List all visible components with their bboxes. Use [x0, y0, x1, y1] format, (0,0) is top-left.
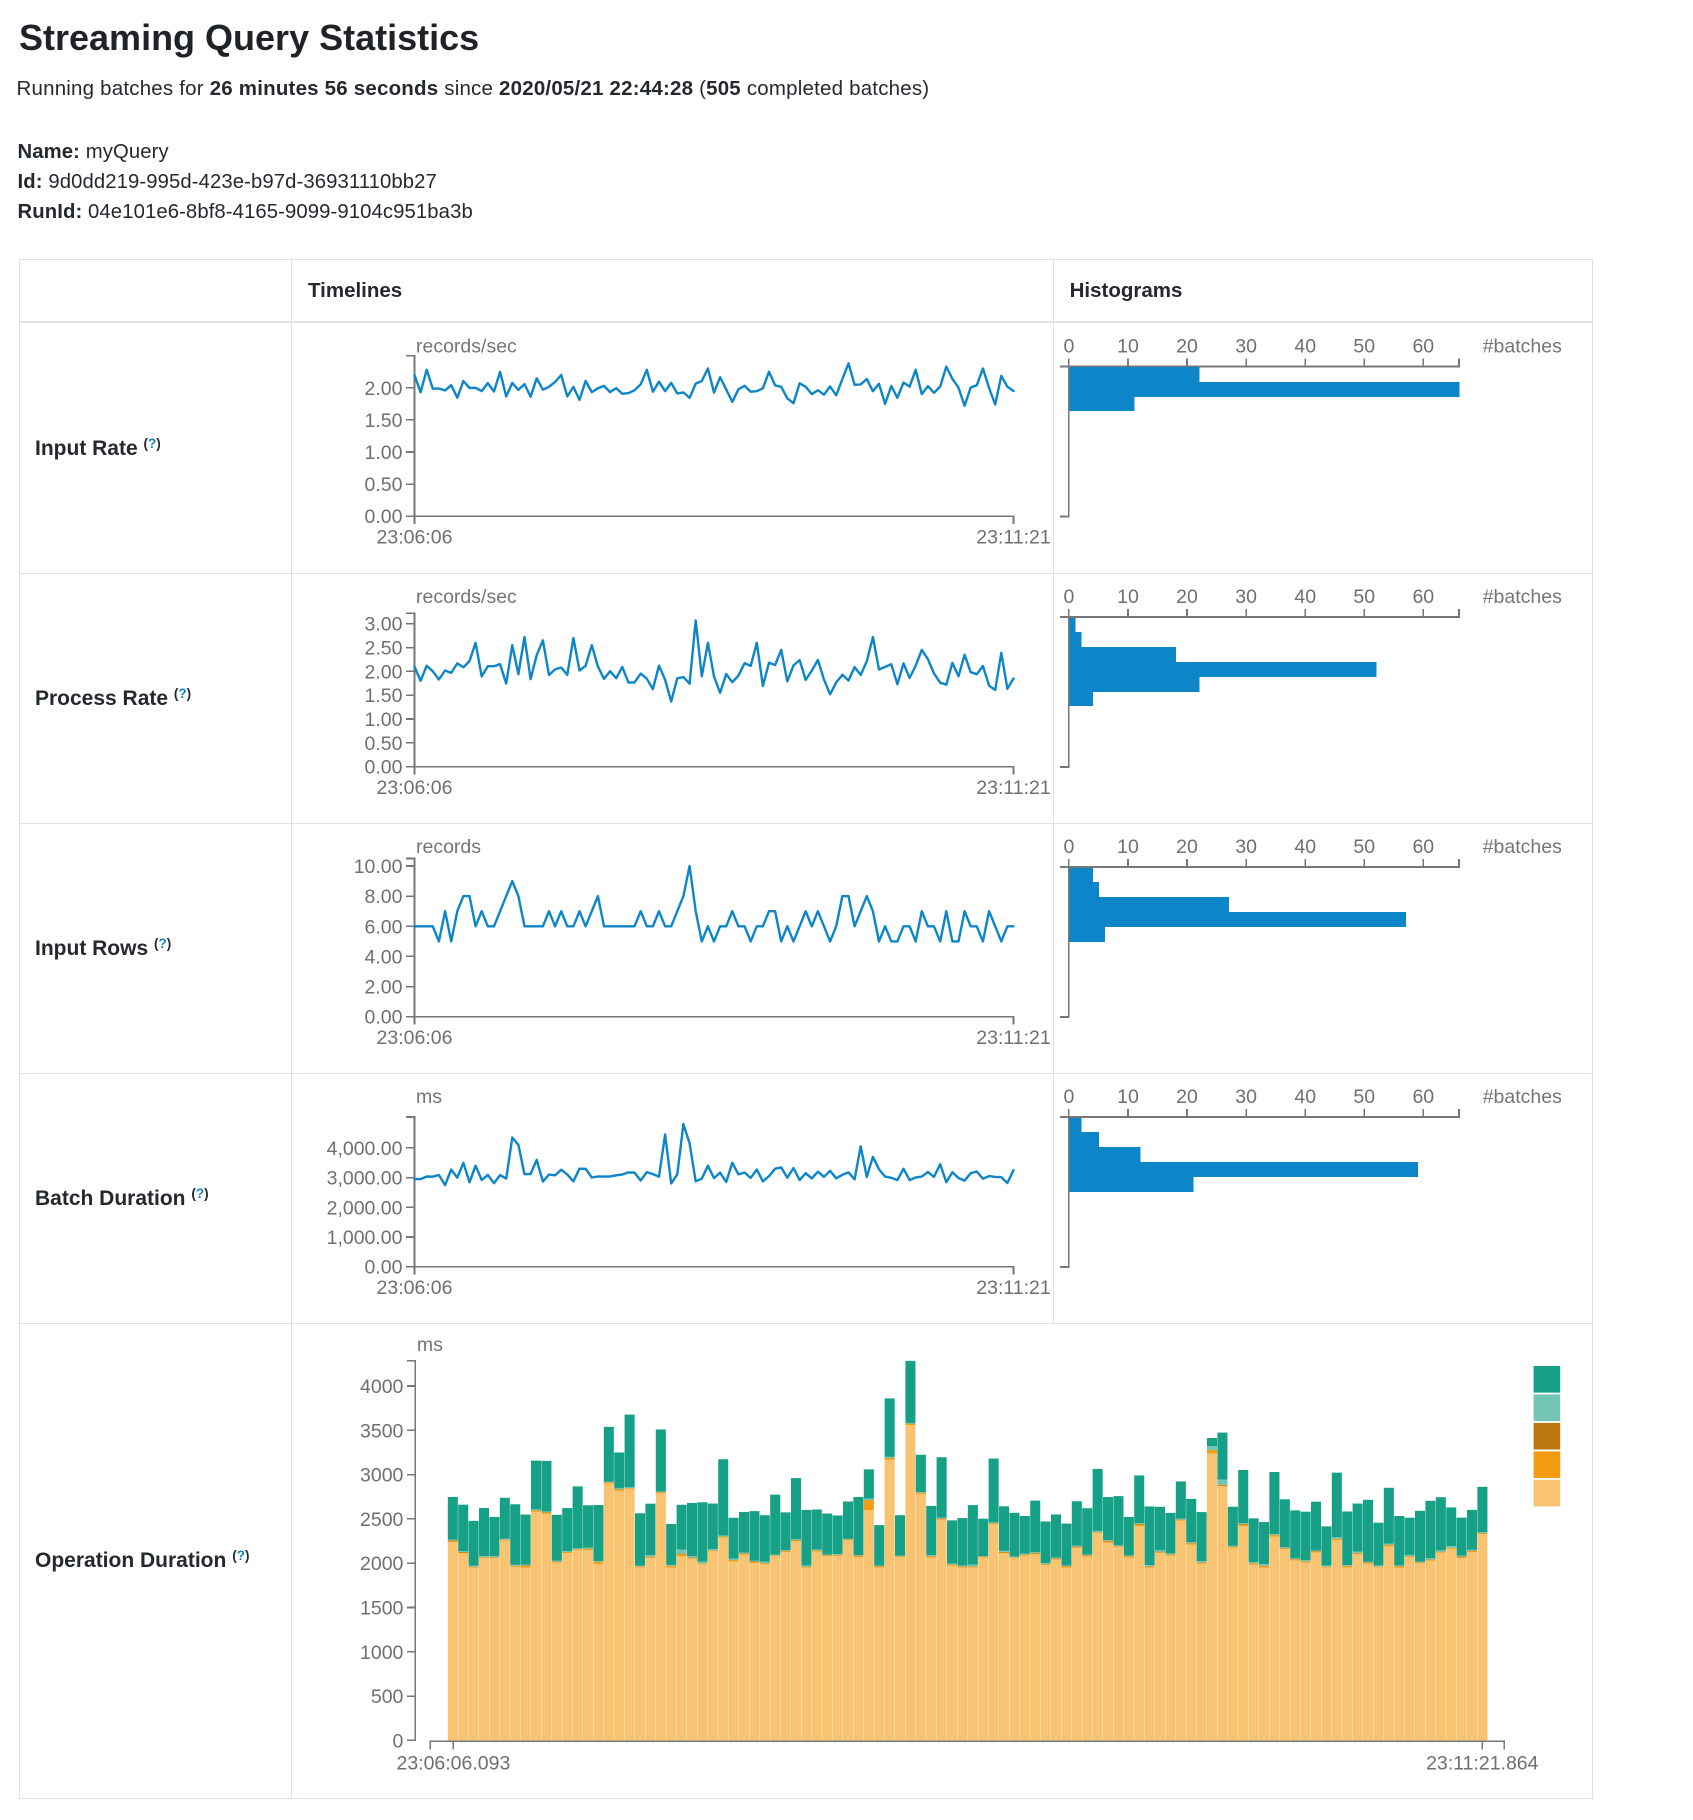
- svg-text:1.50: 1.50: [365, 410, 403, 432]
- svg-text:23:06:06: 23:06:06: [377, 1027, 453, 1049]
- svg-text:0.50: 0.50: [365, 474, 403, 496]
- svg-text:records: records: [416, 836, 481, 858]
- svg-text:500: 500: [371, 1686, 404, 1708]
- svg-text:0.50: 0.50: [365, 733, 403, 755]
- svg-text:60: 60: [1412, 836, 1434, 858]
- svg-text:20: 20: [1176, 1086, 1198, 1108]
- svg-text:ms: ms: [416, 1086, 442, 1108]
- svg-text:2.50: 2.50: [365, 638, 403, 660]
- svg-text:0.00: 0.00: [365, 757, 403, 779]
- svg-text:#batches: #batches: [1483, 586, 1562, 608]
- svg-text:30: 30: [1235, 586, 1257, 608]
- svg-text:#batches: #batches: [1483, 336, 1562, 358]
- svg-text:records/sec: records/sec: [416, 336, 517, 358]
- svg-text:23:06:06.093: 23:06:06.093: [396, 1753, 510, 1775]
- svg-text:1.50: 1.50: [365, 685, 403, 707]
- svg-text:50: 50: [1353, 1086, 1375, 1108]
- svg-text:0.00: 0.00: [365, 1257, 403, 1279]
- svg-text:4,000.00: 4,000.00: [327, 1138, 403, 1160]
- svg-text:0: 0: [393, 1730, 404, 1752]
- svg-text:40: 40: [1294, 336, 1316, 358]
- svg-text:60: 60: [1412, 336, 1434, 358]
- svg-text:0.00: 0.00: [365, 506, 403, 528]
- svg-text:0: 0: [1063, 336, 1074, 358]
- svg-text:records/sec: records/sec: [416, 586, 517, 608]
- svg-text:23:11:21: 23:11:21: [976, 1027, 1050, 1049]
- svg-text:23:11:21: 23:11:21: [976, 777, 1050, 799]
- svg-text:2.00: 2.00: [365, 378, 403, 400]
- svg-text:3,000.00: 3,000.00: [327, 1168, 403, 1190]
- svg-text:23:06:06: 23:06:06: [377, 527, 453, 549]
- svg-text:20: 20: [1176, 586, 1198, 608]
- svg-text:23:11:21.864: 23:11:21.864: [1426, 1753, 1539, 1775]
- svg-text:3000: 3000: [360, 1465, 404, 1487]
- svg-text:23:11:21: 23:11:21: [976, 1277, 1050, 1299]
- svg-text:1.00: 1.00: [365, 442, 403, 464]
- svg-text:2,000.00: 2,000.00: [327, 1197, 403, 1219]
- svg-text:#batches: #batches: [1483, 836, 1562, 858]
- svg-text:1.00: 1.00: [365, 709, 403, 731]
- svg-text:30: 30: [1235, 836, 1257, 858]
- svg-text:30: 30: [1235, 336, 1257, 358]
- svg-text:#batches: #batches: [1483, 1086, 1562, 1108]
- svg-text:10: 10: [1117, 1086, 1139, 1108]
- svg-text:10: 10: [1117, 586, 1139, 608]
- svg-text:1,000.00: 1,000.00: [327, 1227, 403, 1249]
- svg-text:10: 10: [1117, 336, 1139, 358]
- svg-text:60: 60: [1412, 1086, 1434, 1108]
- svg-text:23:06:06: 23:06:06: [377, 777, 453, 799]
- svg-text:4.00: 4.00: [365, 946, 403, 968]
- svg-text:10.00: 10.00: [354, 856, 403, 878]
- svg-text:20: 20: [1176, 836, 1198, 858]
- svg-text:2.00: 2.00: [365, 977, 403, 999]
- svg-text:30: 30: [1235, 1086, 1257, 1108]
- svg-text:20: 20: [1176, 336, 1198, 358]
- svg-text:4000: 4000: [360, 1376, 404, 1398]
- svg-text:40: 40: [1294, 1086, 1316, 1108]
- svg-text:1500: 1500: [360, 1598, 404, 1620]
- svg-text:23:06:06: 23:06:06: [377, 1277, 453, 1299]
- svg-text:0.00: 0.00: [365, 1007, 403, 1029]
- svg-text:ms: ms: [417, 1334, 443, 1356]
- svg-text:6.00: 6.00: [365, 916, 403, 938]
- svg-text:60: 60: [1412, 586, 1434, 608]
- svg-text:3.00: 3.00: [365, 614, 403, 636]
- svg-text:3500: 3500: [360, 1420, 404, 1442]
- svg-text:0: 0: [1063, 1086, 1074, 1108]
- svg-text:40: 40: [1294, 586, 1316, 608]
- svg-text:2.00: 2.00: [365, 661, 403, 683]
- svg-text:10: 10: [1117, 836, 1139, 858]
- svg-text:50: 50: [1353, 336, 1375, 358]
- svg-text:23:11:21: 23:11:21: [976, 527, 1050, 549]
- svg-text:8.00: 8.00: [365, 886, 403, 908]
- svg-text:0: 0: [1063, 836, 1074, 858]
- svg-text:1000: 1000: [360, 1642, 404, 1664]
- svg-text:50: 50: [1353, 836, 1375, 858]
- svg-text:2000: 2000: [360, 1553, 404, 1575]
- svg-text:0: 0: [1063, 586, 1074, 608]
- svg-text:2500: 2500: [360, 1509, 404, 1531]
- svg-text:40: 40: [1294, 836, 1316, 858]
- svg-text:50: 50: [1353, 586, 1375, 608]
